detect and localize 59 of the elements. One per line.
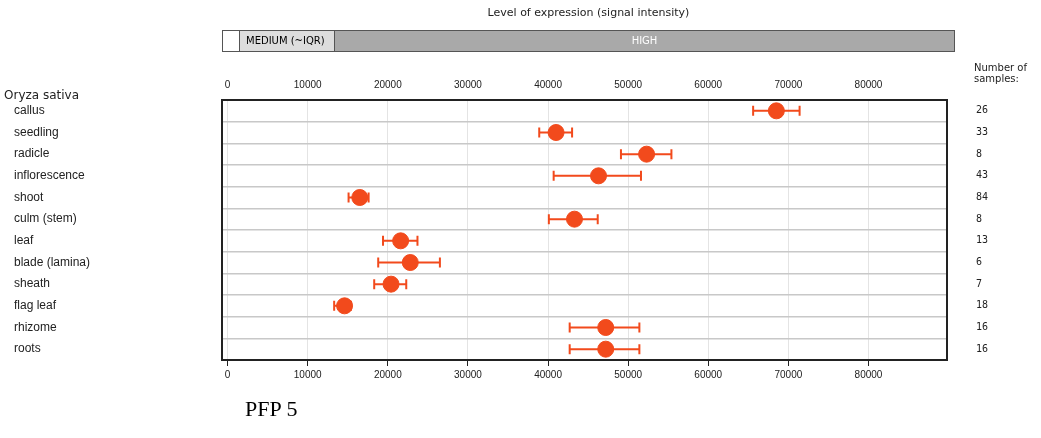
text: 18 (976, 299, 989, 311)
point (565, 210, 583, 228)
point (392, 232, 410, 250)
x2-tick-label: 30000 (454, 78, 483, 90)
text: HIGH (334, 31, 954, 51)
x2-tick-label: 10000 (293, 78, 323, 90)
y-tick-label: inflorescence (14, 168, 86, 183)
text: Number of samples: (974, 62, 1029, 84)
y-tick-label: callus (14, 103, 45, 118)
chart-title: Level of expression (signal intensity) (486, 6, 691, 19)
text: 13 (976, 234, 989, 246)
y-tick-label: rhizome (14, 319, 58, 334)
text: 6 (976, 256, 983, 268)
x2-tick-label: 70000 (774, 78, 803, 90)
text: PFP 5 (245, 396, 298, 422)
point (767, 102, 785, 120)
y-tick-label: sheath (14, 276, 51, 291)
x2-tick-label: 60000 (694, 78, 723, 90)
text: 26 (976, 104, 989, 116)
x-tick-label: 40000 (534, 368, 563, 380)
point (547, 124, 565, 141)
y-tick-label: flag leaf (14, 298, 57, 313)
y-tick-label: culm (stem) (14, 211, 77, 226)
x2-tick-label: 80000 (854, 78, 883, 90)
x-tick-label: 20000 (373, 368, 403, 380)
x-tick-label: 10000 (293, 368, 323, 380)
text: 8 (976, 147, 983, 159)
point (590, 167, 608, 185)
y-tick-label: seedling (14, 124, 59, 139)
x2-tick-label: 50000 (614, 78, 643, 90)
text: 33 (976, 126, 989, 138)
text: 84 (976, 191, 989, 203)
x-tick-label: 50000 (614, 368, 643, 380)
x-tick-label: 60000 (694, 368, 723, 380)
point (382, 275, 400, 293)
y-tick-label: shoot (14, 189, 45, 204)
x2-tick-label: 40000 (534, 78, 563, 90)
x-tick-label: 70000 (774, 368, 803, 380)
y-tick-label: roots (14, 341, 41, 356)
text: 7 (976, 277, 983, 289)
point (351, 189, 369, 206)
x2-tick-label: 0 (224, 78, 231, 90)
text: 16 (976, 321, 989, 333)
point (638, 145, 656, 163)
point (597, 340, 615, 358)
point (401, 254, 419, 271)
point (597, 319, 615, 336)
y-axis-title: Oryza sativa (4, 88, 80, 102)
x-tick-label: 30000 (454, 368, 483, 380)
x2-tick-label: 20000 (373, 78, 403, 90)
text: 16 (976, 342, 989, 354)
text: MEDIUM (~IQR) (239, 31, 334, 51)
text: 43 (976, 169, 989, 181)
y-tick-label: blade (lamina) (14, 254, 91, 269)
text: 8 (976, 212, 983, 224)
y-tick-label: leaf (14, 233, 35, 248)
x-tick-label: 0 (224, 368, 231, 380)
y-tick-label: radicle (14, 146, 50, 161)
x-tick-label: 80000 (854, 368, 883, 380)
